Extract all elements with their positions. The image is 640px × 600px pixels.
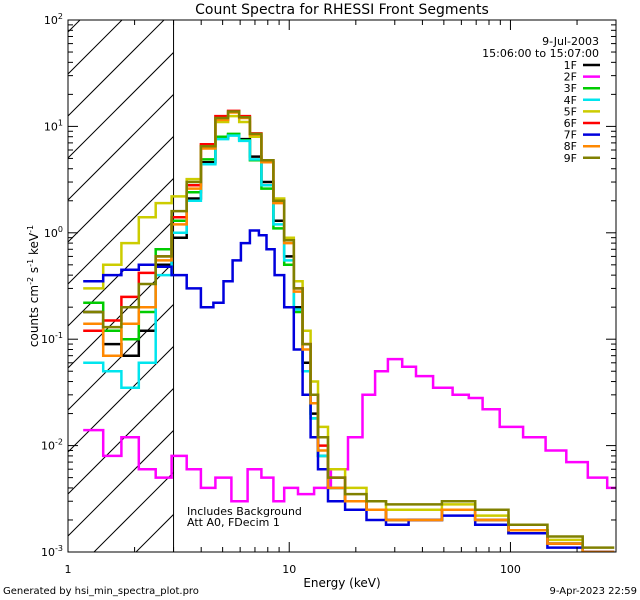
- y-tick-label: 100: [44, 225, 63, 240]
- legend-label-2F: 2F: [564, 71, 577, 84]
- y-axis-label: counts cm-2 s-1 keV-1: [26, 225, 41, 347]
- y-tick-label: 10-1: [41, 331, 63, 346]
- hatch-line: [68, 345, 174, 453]
- legend-label-3F: 3F: [564, 82, 577, 95]
- y-axis-ticks: 10-3 10-2 10-1 100 101 102: [41, 12, 616, 559]
- plot-frame: [67, 19, 617, 553]
- y-tick-label: 10-2: [41, 438, 63, 453]
- x-tick-label: 10: [282, 563, 296, 576]
- legend-label-5F: 5F: [564, 105, 577, 118]
- time-range-label: 15:06:00 to 15:07:00: [482, 47, 599, 60]
- hatch-line: [68, 177, 174, 285]
- legend-label-8F: 8F: [564, 140, 577, 153]
- hatch-line: [135, 513, 174, 552]
- hatch-line: [68, 135, 174, 243]
- y-tick-label: 10-3: [41, 544, 63, 559]
- y-tick-label: 101: [44, 118, 63, 133]
- annotation-attenuator: Att A0, FDecim 1: [187, 516, 280, 529]
- annotation-background: Includes Background: [187, 505, 302, 518]
- chart-title: Count Spectra for RHESSI Front Segments: [195, 2, 489, 18]
- legend-label-9F: 9F: [564, 152, 577, 165]
- footer-timestamp: 9-Apr-2023 22:59: [550, 586, 637, 597]
- legend-label-1F: 1F: [564, 59, 577, 72]
- hatch-line: [68, 261, 174, 369]
- series-layer: [83, 109, 616, 552]
- hatch-line: [68, 429, 174, 537]
- hatch-line: [68, 51, 174, 159]
- x-tick-label: 1: [65, 563, 72, 576]
- date-label: 9-Jul-2003: [542, 35, 599, 48]
- series-line-9F: [83, 110, 615, 549]
- legend-label-6F: 6F: [564, 117, 577, 130]
- hatch-line: [68, 387, 174, 495]
- hatch-line: [68, 93, 174, 201]
- hatch-line: [68, 303, 174, 411]
- footer-generated-by: Generated by hsi_min_spectra_plot.pro: [3, 586, 199, 597]
- x-axis-label: Energy (keV): [303, 576, 380, 590]
- x-tick-label: 100: [500, 563, 521, 576]
- x-axis-ticks: 1 10 100: [65, 20, 617, 576]
- legend-label-7F: 7F: [564, 129, 577, 142]
- y-tick-label: 102: [44, 12, 63, 27]
- hatch-line: [68, 219, 174, 327]
- legend-label-4F: 4F: [564, 94, 577, 107]
